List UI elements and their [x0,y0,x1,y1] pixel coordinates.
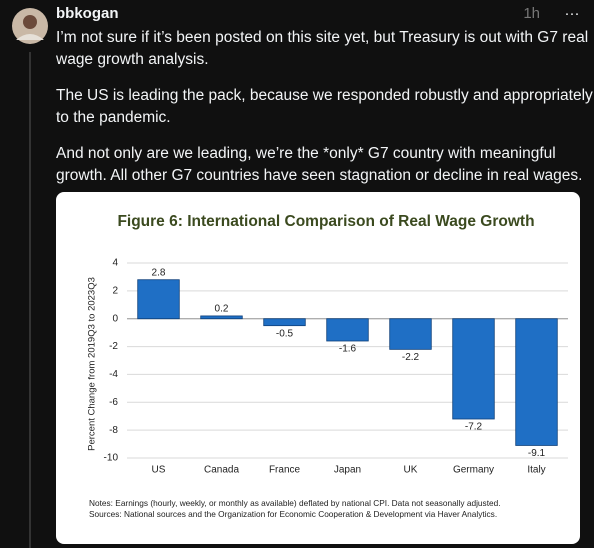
y-axis-label: Percent Change from 2019Q3 to 2023Q3 [87,277,98,451]
chart-image[interactable] [56,192,580,544]
avatar-face [23,15,37,29]
post-text: growth. All other G7 countries have seen… [56,167,582,184]
post-text: wage growth analysis. [55,51,209,68]
x-tick-label: US [152,465,166,476]
x-tick-label: Canada [204,465,239,476]
post-text: to the pandemic. [56,109,171,126]
value-label: -1.6 [339,344,357,355]
bar [452,318,495,420]
value-label: 0.2 [215,304,229,315]
username[interactable]: bbkogan [56,5,119,22]
y-tick-label: 0 [112,313,118,324]
y-tick-label: 2 [112,285,118,296]
y-tick-label: -4 [109,369,118,380]
x-tick-label: UK [404,465,418,476]
bar [515,318,558,446]
avatar-body [16,34,44,40]
chart-title: Figure 6: International Comparison of Re… [117,213,534,230]
post-text: I’m not sure if it’s been posted on this… [56,29,588,46]
y-tick-label: 4 [112,258,118,269]
post-text: The US is leading the pack, because we r… [56,87,593,104]
value-label: -0.5 [276,328,294,339]
post-text: And not only are we leading, we’re the *… [56,145,556,162]
x-tick-label: France [269,465,301,476]
y-tick-label: -8 [109,425,118,436]
bar [326,318,369,342]
bar [137,279,180,320]
x-tick-label: Italy [527,465,545,476]
bar [263,318,306,327]
x-tick-label: Germany [453,465,494,476]
bar [389,318,432,350]
more-menu[interactable]: ··· [565,5,580,22]
value-label: -9.1 [528,448,546,459]
chart-note: Sources: National sources and the Organi… [89,509,497,519]
value-label: 2.8 [152,267,166,278]
x-tick-label: Japan [334,465,361,476]
y-tick-label: -10 [104,453,119,464]
y-tick-label: -6 [109,397,118,408]
y-tick-label: -2 [109,341,118,352]
chart-note: Notes: Earnings (hourly, weekly, or mont… [89,498,501,508]
value-label: -7.2 [465,422,483,433]
bar [200,315,243,320]
timestamp: 1h [523,5,540,22]
value-label: -2.2 [402,352,420,363]
